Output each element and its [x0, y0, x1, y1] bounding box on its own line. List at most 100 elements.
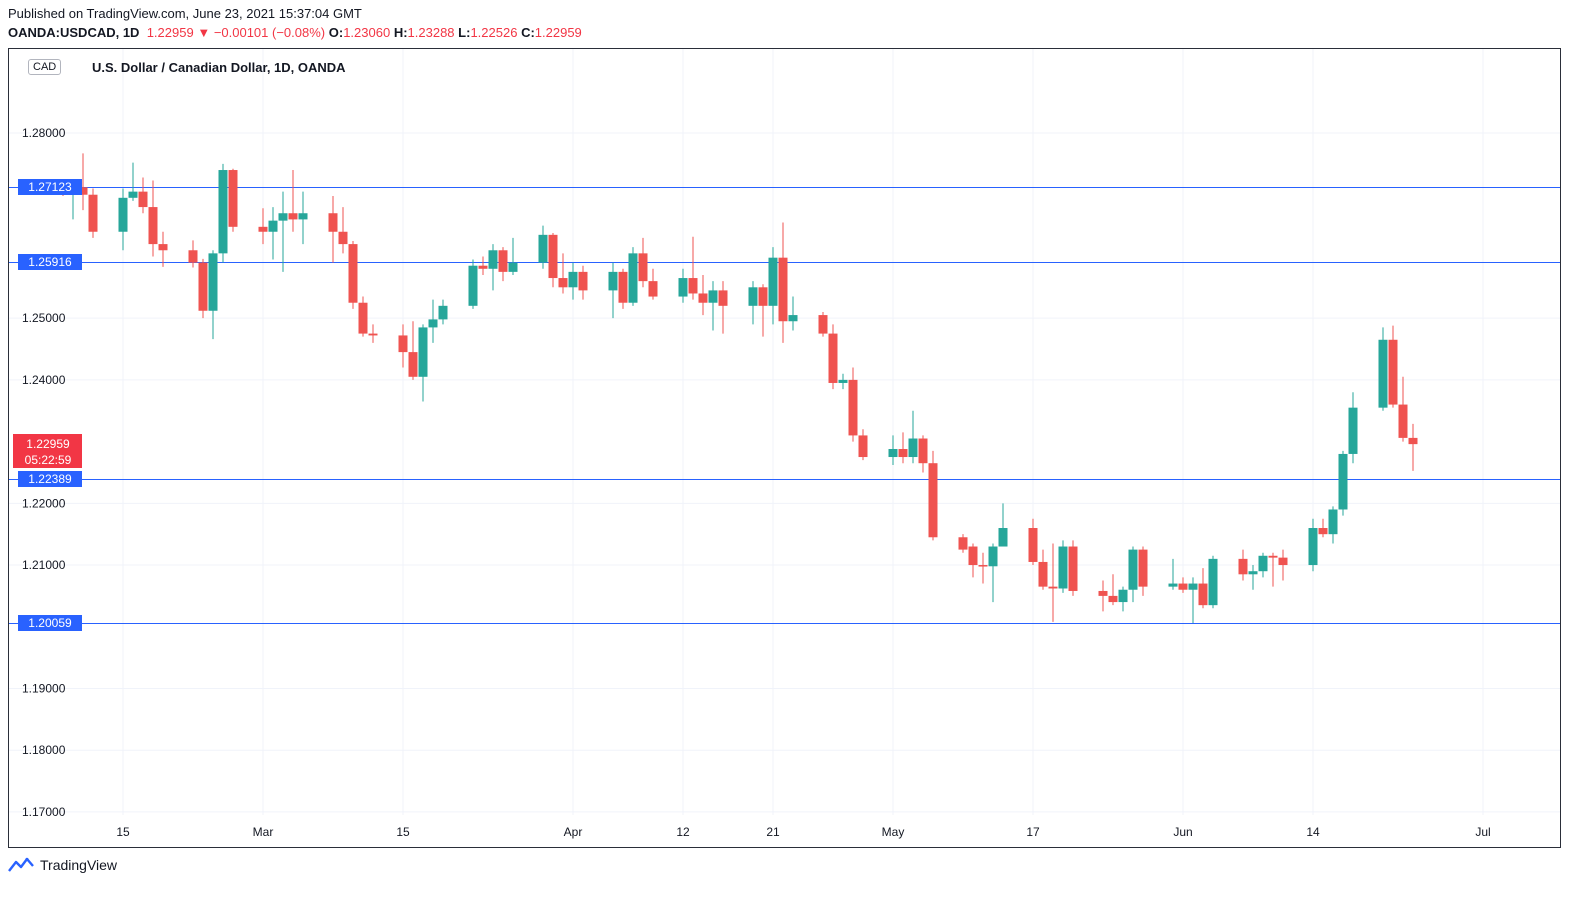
candle	[88, 188, 98, 238]
candle-body	[1198, 583, 1208, 606]
candle-body	[888, 449, 898, 458]
grid-lines	[9, 49, 1560, 815]
candle-body	[988, 546, 998, 567]
candle-body	[998, 528, 1008, 547]
candle	[428, 299, 438, 343]
y-tick-label: 1.24000	[22, 373, 66, 387]
candle	[568, 262, 578, 300]
candle-body	[848, 379, 858, 436]
candle-body	[258, 226, 268, 232]
candle-body	[928, 463, 938, 538]
candle	[188, 240, 198, 268]
high-value: 1.23288	[407, 25, 455, 40]
candle	[1178, 577, 1188, 593]
y-tick-label: 1.17000	[22, 805, 66, 819]
candle-body	[578, 271, 588, 291]
candle-body	[188, 250, 198, 263]
candle-body	[558, 278, 568, 288]
candle	[1048, 543, 1058, 622]
candle	[1198, 568, 1208, 609]
currency-tag[interactable]: CAD	[28, 59, 62, 75]
last-price-tag	[13, 434, 82, 468]
candle	[1378, 327, 1388, 411]
candle	[888, 435, 898, 466]
candle	[1068, 540, 1078, 596]
candle-body	[1118, 589, 1128, 603]
candle	[478, 256, 488, 275]
candle-body	[298, 213, 308, 220]
candle	[158, 231, 168, 267]
candle-body	[708, 290, 718, 303]
candle-body	[1098, 590, 1108, 596]
candle-body	[508, 262, 518, 272]
candle	[858, 429, 868, 461]
low-label: L:	[458, 25, 471, 40]
candle	[508, 237, 518, 275]
candle	[1098, 580, 1108, 612]
candle-body	[158, 244, 168, 251]
candle-body	[1168, 583, 1178, 587]
x-tick-label: Mar	[253, 825, 274, 839]
candle-body	[1408, 437, 1418, 445]
candle	[1398, 376, 1408, 442]
candle-body	[1058, 546, 1068, 589]
candle	[718, 281, 728, 334]
x-axis: 15 Mar 15 Apr 12 21 May 17 Jun 14 Jul	[116, 825, 1490, 839]
candle	[228, 168, 238, 232]
candle	[1188, 577, 1198, 624]
candle	[1258, 552, 1268, 578]
candle	[288, 170, 298, 232]
candle-body	[478, 265, 488, 269]
candle-body	[1128, 549, 1138, 590]
candle-body	[288, 213, 298, 220]
candle-body	[1178, 583, 1188, 590]
candle	[708, 281, 718, 331]
candle	[368, 324, 378, 343]
candle	[398, 324, 408, 368]
candle-body	[978, 565, 988, 567]
candle	[1388, 325, 1398, 408]
candle	[838, 373, 848, 390]
candle	[698, 274, 708, 316]
candle-body	[618, 271, 628, 303]
close-value: 1.22959	[534, 25, 582, 40]
candle	[138, 177, 148, 214]
candle	[1238, 549, 1248, 581]
candle-body	[1048, 586, 1058, 589]
candle	[678, 268, 688, 303]
candle-body	[958, 537, 968, 550]
open-value: 1.23060	[343, 25, 391, 40]
chart-frame	[8, 48, 1561, 848]
candle	[418, 324, 428, 402]
candle-body	[1388, 339, 1398, 405]
candle	[328, 195, 338, 263]
candle	[468, 259, 478, 309]
y-tick-label: 1.19000	[22, 681, 66, 695]
candle-body	[1038, 561, 1048, 587]
candle-body	[1268, 555, 1278, 558]
candle-body	[1208, 558, 1218, 606]
candle-body	[208, 253, 218, 311]
candle	[358, 296, 368, 337]
candle	[748, 281, 758, 325]
level-tag	[18, 615, 82, 631]
x-tick-label: Jun	[1173, 825, 1192, 839]
candle	[1318, 518, 1328, 538]
footer-brand[interactable]: TradingView	[8, 857, 117, 873]
symbol-label: OANDA:USDCAD, 1D	[8, 25, 140, 40]
candle-body	[348, 244, 358, 303]
candle-body	[1238, 558, 1248, 575]
candle	[1338, 450, 1348, 516]
level-tag-label: 1.27123	[28, 180, 72, 194]
candle	[1108, 574, 1118, 606]
candle	[438, 299, 448, 325]
candle-body	[568, 271, 578, 288]
candle	[618, 268, 628, 309]
candle	[1028, 518, 1038, 566]
candle	[208, 250, 218, 340]
candle-body	[748, 287, 758, 306]
candle	[848, 367, 858, 442]
ohlc-legend: OANDA:USDCAD, 1D 1.22959 ▼ −0.00101 (−0.…	[8, 25, 582, 40]
